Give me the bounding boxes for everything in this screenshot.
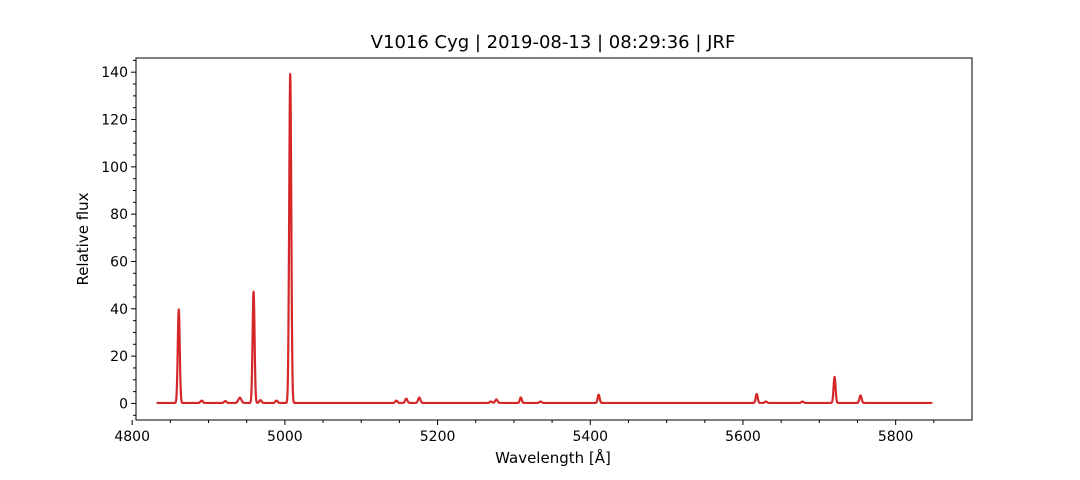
x-tick-label: 5600 [725, 429, 761, 445]
plot-area [135, 57, 973, 421]
y-tick-label: 140 [101, 65, 128, 81]
y-tick-label: 20 [110, 349, 128, 365]
plot-frame [135, 57, 973, 421]
y-tick-label: 40 [110, 302, 128, 318]
x-tick-label: 5200 [420, 429, 456, 445]
y-axis-label: Relative flux [74, 192, 92, 285]
x-axis-label: Wavelength [Å] [495, 448, 611, 467]
x-tick-label: 5400 [572, 429, 608, 445]
y-tick-label: 120 [101, 113, 128, 129]
y-tick-label: 100 [101, 160, 128, 176]
y-tick-label: 80 [110, 207, 128, 223]
x-tick-label: 4800 [114, 429, 150, 445]
chart-title: V1016 Cyg | 2019-08-13 | 08:29:36 | JRF [371, 32, 736, 53]
x-tick-label: 5800 [878, 429, 914, 445]
y-axis: 0 20 40 60 80 100 120 140 [101, 59, 136, 416]
x-tick-label: 5000 [267, 429, 303, 445]
spectrum-series-line [155, 72, 934, 405]
x-axis: 4800 5000 5200 5400 5600 5800 [114, 420, 935, 445]
y-tick-label: 0 [119, 396, 128, 412]
y-tick-label: 60 [110, 254, 128, 270]
